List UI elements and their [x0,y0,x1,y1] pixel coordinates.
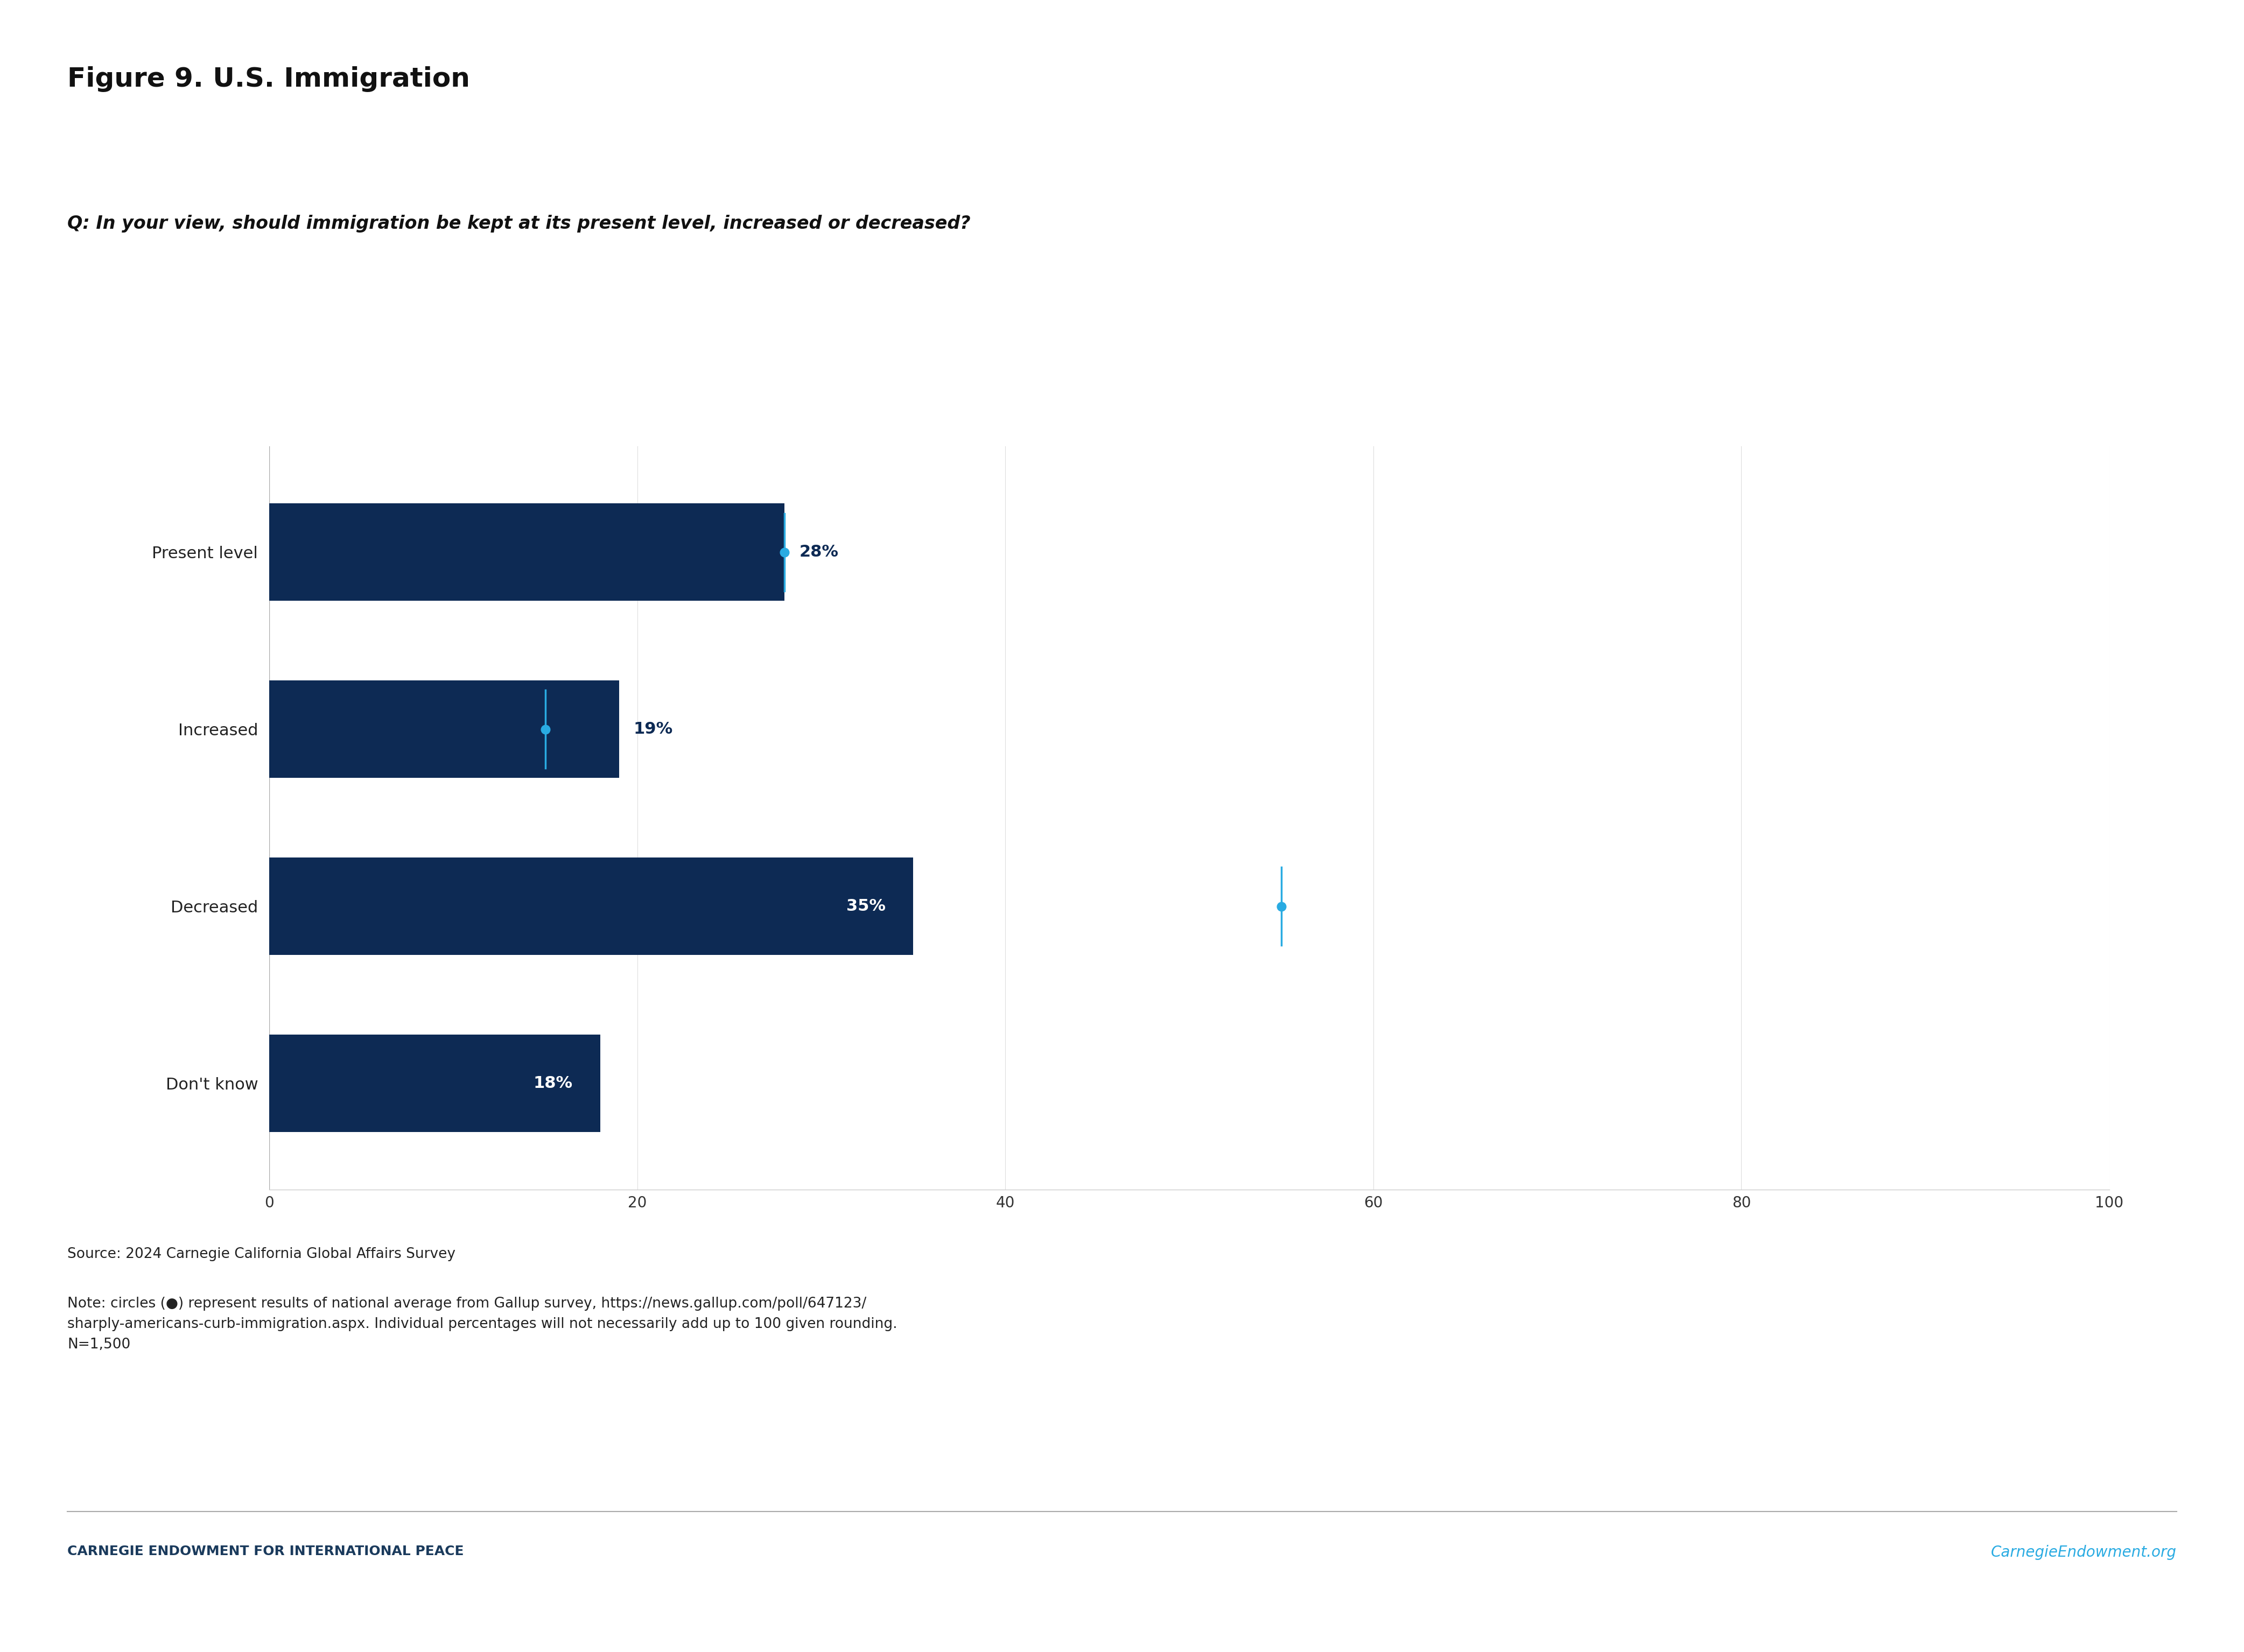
Text: CARNEGIE ENDOWMENT FOR INTERNATIONAL PEACE: CARNEGIE ENDOWMENT FOR INTERNATIONAL PEA… [67,1545,465,1558]
Text: Note: circles (●) represent results of national average from Gallup survey, http: Note: circles (●) represent results of n… [67,1297,898,1351]
Text: Figure 9. U.S. Immigration: Figure 9. U.S. Immigration [67,66,469,93]
Text: Source: 2024 Carnegie California Global Affairs Survey: Source: 2024 Carnegie California Global … [67,1247,456,1260]
Text: 28%: 28% [799,545,839,560]
Text: 18%: 18% [534,1075,572,1090]
Bar [269,504,785,601]
Text: CarnegieEndowment.org: CarnegieEndowment.org [1990,1545,2177,1559]
Text: 19%: 19% [633,722,673,737]
Bar [269,681,619,778]
Text: 35%: 35% [846,899,886,914]
Bar [269,857,913,955]
Bar [269,1034,601,1132]
Text: Q: In your view, should immigration be kept at its present level, increased or d: Q: In your view, should immigration be k… [67,215,972,233]
